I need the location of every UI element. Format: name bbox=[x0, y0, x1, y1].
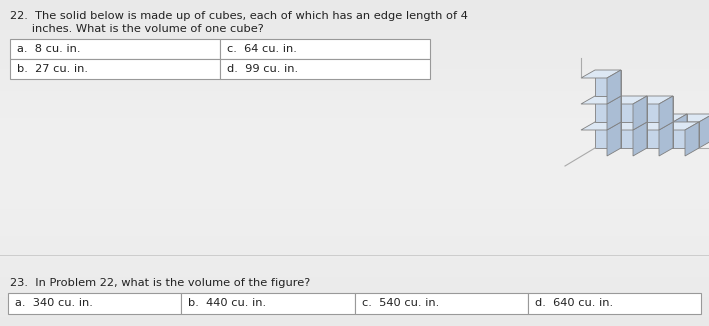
Bar bbox=[220, 39, 430, 59]
Text: 22.  The solid below is made up of cubes, each of which has an edge length of 4: 22. The solid below is made up of cubes,… bbox=[10, 11, 468, 21]
Bar bbox=[8, 293, 182, 314]
Text: c.  540 cu. in.: c. 540 cu. in. bbox=[362, 299, 439, 308]
Polygon shape bbox=[595, 114, 635, 122]
Polygon shape bbox=[635, 114, 661, 140]
Polygon shape bbox=[633, 96, 673, 104]
Polygon shape bbox=[647, 114, 687, 122]
Polygon shape bbox=[699, 114, 709, 148]
Text: b.  440 cu. in.: b. 440 cu. in. bbox=[189, 299, 267, 308]
Text: d.  640 cu. in.: d. 640 cu. in. bbox=[535, 299, 613, 308]
Polygon shape bbox=[633, 122, 647, 156]
Polygon shape bbox=[607, 96, 621, 130]
Polygon shape bbox=[659, 96, 673, 130]
Polygon shape bbox=[633, 96, 647, 130]
Text: a.  340 cu. in.: a. 340 cu. in. bbox=[15, 299, 93, 308]
Polygon shape bbox=[581, 70, 621, 78]
Polygon shape bbox=[673, 114, 709, 122]
Text: c.  64 cu. in.: c. 64 cu. in. bbox=[227, 44, 297, 54]
Bar bbox=[10, 59, 220, 79]
Polygon shape bbox=[621, 114, 661, 122]
Polygon shape bbox=[607, 96, 647, 104]
Polygon shape bbox=[647, 122, 673, 148]
Polygon shape bbox=[673, 114, 687, 148]
Bar bbox=[354, 293, 527, 314]
Text: inches. What is the volume of one cube?: inches. What is the volume of one cube? bbox=[10, 24, 264, 34]
Text: a.  8 cu. in.: a. 8 cu. in. bbox=[17, 44, 81, 54]
Polygon shape bbox=[581, 96, 621, 104]
Polygon shape bbox=[647, 114, 661, 148]
Polygon shape bbox=[659, 122, 699, 130]
Polygon shape bbox=[595, 96, 621, 122]
Polygon shape bbox=[609, 114, 635, 140]
Polygon shape bbox=[621, 114, 635, 148]
Polygon shape bbox=[647, 96, 673, 122]
Polygon shape bbox=[633, 122, 673, 130]
Bar bbox=[10, 39, 220, 59]
Text: b.  27 cu. in.: b. 27 cu. in. bbox=[17, 64, 88, 74]
Polygon shape bbox=[685, 122, 699, 156]
Polygon shape bbox=[659, 122, 673, 156]
Polygon shape bbox=[607, 70, 621, 104]
Polygon shape bbox=[621, 122, 647, 148]
Text: d.  99 cu. in.: d. 99 cu. in. bbox=[227, 64, 298, 74]
Polygon shape bbox=[607, 122, 647, 130]
Polygon shape bbox=[581, 122, 621, 130]
Polygon shape bbox=[607, 122, 621, 156]
Polygon shape bbox=[687, 114, 709, 140]
Bar bbox=[182, 293, 354, 314]
Polygon shape bbox=[621, 96, 647, 122]
Polygon shape bbox=[661, 114, 687, 140]
Polygon shape bbox=[595, 122, 621, 148]
Polygon shape bbox=[595, 70, 621, 96]
Bar bbox=[527, 293, 701, 314]
Polygon shape bbox=[673, 122, 699, 148]
Bar bbox=[220, 59, 430, 79]
Text: 23.  In Problem 22, what is the volume of the figure?: 23. In Problem 22, what is the volume of… bbox=[10, 278, 311, 288]
